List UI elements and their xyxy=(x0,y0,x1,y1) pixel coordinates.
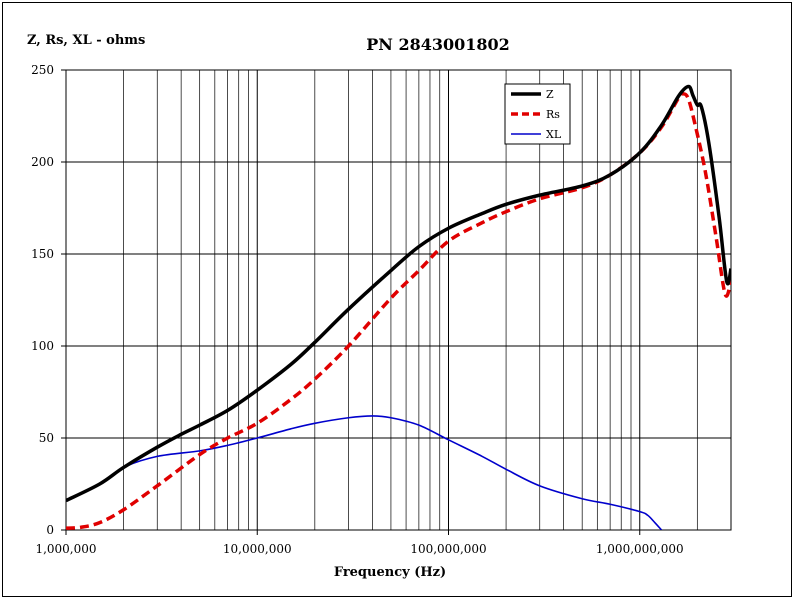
y-axis-label: Z, Rs, XL - ohms xyxy=(27,33,145,48)
legend: Z Rs XL xyxy=(504,83,571,145)
y-tick-label: 250 xyxy=(31,63,54,77)
x-tick-label: 100,000,000 xyxy=(410,542,486,556)
x-axis-label: Frequency (Hz) xyxy=(334,565,446,580)
y-tick-label: 50 xyxy=(39,431,54,445)
series-layer xyxy=(66,84,731,530)
x-tick-label: 1,000,000,000 xyxy=(596,542,684,556)
series-line-z xyxy=(66,84,731,503)
y-tick-label: 100 xyxy=(31,339,54,353)
legend-label-z: Z xyxy=(546,88,554,101)
x-tick-label: 10,000,000 xyxy=(223,542,292,556)
legend-label-xl: XL xyxy=(546,128,562,141)
y-tick-label: 150 xyxy=(31,247,54,261)
chart-title: PN 2843001802 xyxy=(366,35,510,54)
y-tick-label: 200 xyxy=(31,155,54,169)
series-line-rs xyxy=(66,91,731,530)
x-tick-label: 1,000,000 xyxy=(35,542,96,556)
y-tick-label: 0 xyxy=(46,523,54,537)
tick-labels: 0 50 100 150 200 250 1,000,000 10,000,000 100,00… xyxy=(31,63,684,556)
series-line-xl xyxy=(66,415,663,530)
plot-border xyxy=(65,69,732,531)
legend-label-rs: Rs xyxy=(546,108,560,121)
